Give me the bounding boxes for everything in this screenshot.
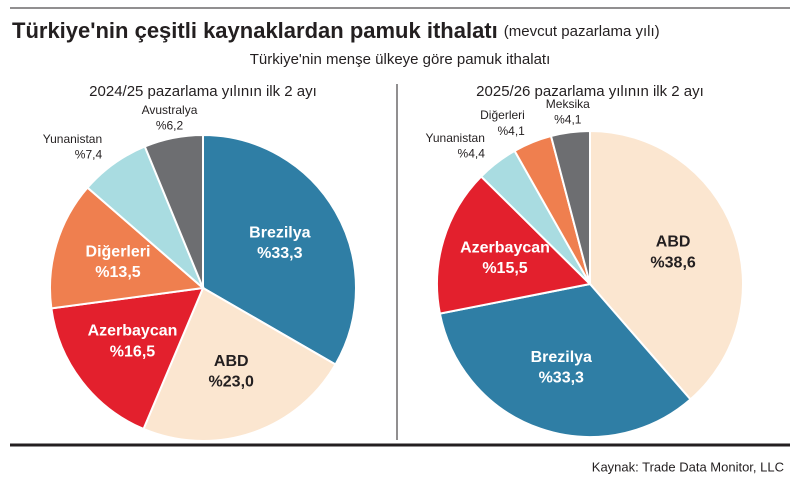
pie-slice [49, 186, 206, 310]
title-main: Türkiye'nin çeşitli kaynaklardan pamuk i… [12, 18, 498, 43]
pie-slice [143, 133, 204, 289]
pie-slice [142, 286, 337, 442]
slice-label: Meksika [546, 97, 590, 111]
slice-value-label: %4,1 [497, 124, 525, 138]
slice-label: Avustralya [142, 103, 198, 117]
slice-label: Brezilya [249, 224, 310, 241]
slice-value-label: %23,0 [209, 374, 254, 391]
pie-title: 2024/25 pazarlama yılının ilk 2 ayı [89, 83, 317, 100]
slice-value-label: %4,1 [554, 113, 582, 127]
source: Kaynak: Trade Data Monitor, LLC [592, 459, 784, 474]
slice-label: Azerbaycan [460, 239, 550, 256]
slice-value-label: %7,4 [75, 148, 103, 162]
slice-value-label: %33,3 [257, 245, 302, 262]
slice-value-label: %4,4 [458, 147, 486, 161]
pie-slice [436, 175, 593, 315]
slice-label: ABD [214, 353, 249, 370]
slice-value-label: %38,6 [650, 255, 695, 272]
slice-value-label: %16,5 [110, 344, 155, 361]
pie-slice [549, 129, 591, 285]
slice-value-label: %15,5 [482, 260, 527, 277]
slice-label: ABD [656, 234, 691, 251]
pie-slice [50, 286, 205, 431]
slice-value-label: %6,2 [156, 118, 184, 132]
slice-value-label: %33,3 [539, 370, 584, 387]
subtitle: Türkiye'nin menşe ülkeye göre pamuk itha… [250, 51, 551, 68]
slice-label: Diğerleri [86, 243, 151, 260]
slice-value-label: %13,5 [95, 264, 140, 281]
pie-slice [202, 133, 357, 366]
slice-label: Yunanistan [43, 132, 102, 146]
slice-label: Brezilya [531, 349, 592, 366]
pie-title: 2025/26 pazarlama yılının ilk 2 ayı [476, 83, 704, 100]
slice-label: Yunanistan [426, 131, 485, 145]
chart-title: Türkiye'nin çeşitli kaynaklardan pamuk i… [12, 18, 660, 43]
title-note: (mevcut pazarlama yılı) [504, 23, 660, 40]
slice-label: Azerbaycan [88, 323, 178, 340]
slice-label: Diğerleri [480, 108, 525, 122]
pie-slice [438, 282, 692, 438]
pie-slice [589, 129, 744, 401]
